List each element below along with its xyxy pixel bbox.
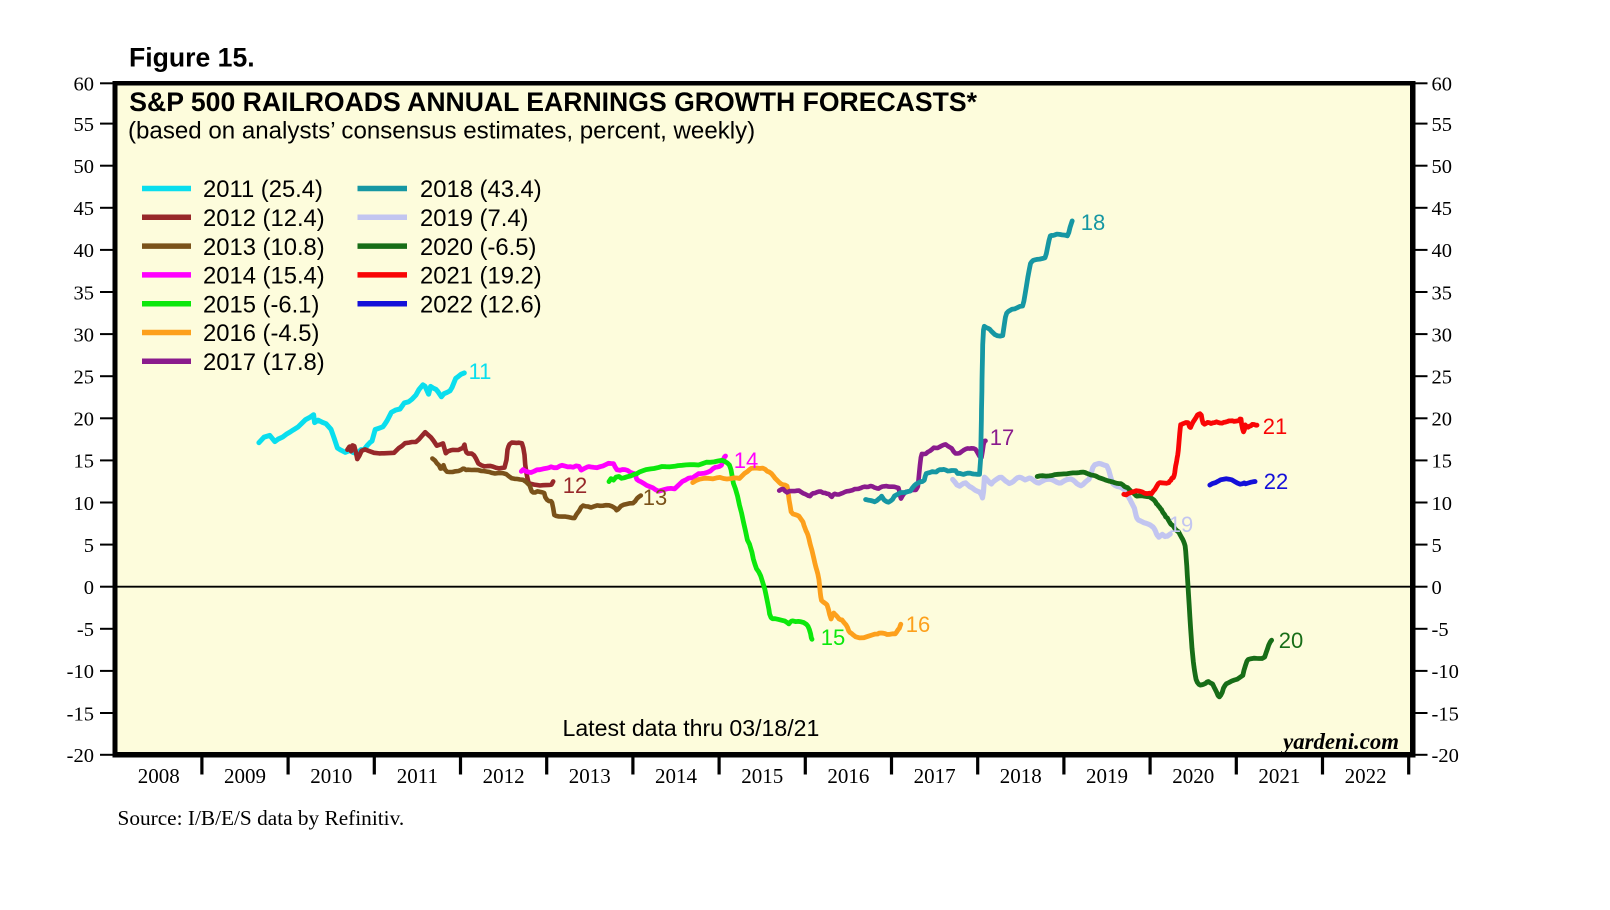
svg-text:-10: -10 — [1432, 661, 1459, 683]
svg-text:2016: 2016 — [827, 764, 869, 788]
svg-text:17: 17 — [990, 425, 1014, 450]
svg-text:Latest data thru 03/18/21: Latest data thru 03/18/21 — [563, 715, 820, 741]
svg-text:60: 60 — [1432, 74, 1453, 96]
svg-text:45: 45 — [74, 198, 95, 220]
svg-text:2016 (-4.5): 2016 (-4.5) — [203, 320, 319, 347]
svg-text:45: 45 — [1432, 198, 1453, 220]
svg-text:40: 40 — [1432, 240, 1453, 262]
svg-text:5: 5 — [84, 535, 94, 557]
svg-text:2012: 2012 — [483, 764, 525, 788]
svg-text:2014: 2014 — [655, 764, 698, 788]
svg-text:5: 5 — [1432, 535, 1442, 557]
svg-text:22: 22 — [1264, 469, 1288, 494]
svg-text:yardeni.com: yardeni.com — [1280, 729, 1399, 754]
svg-text:15: 15 — [1432, 451, 1453, 473]
svg-text:25: 25 — [74, 367, 95, 389]
svg-text:2018 (43.4): 2018 (43.4) — [420, 176, 542, 203]
svg-text:40: 40 — [74, 240, 95, 262]
svg-text:35: 35 — [1432, 282, 1453, 304]
svg-text:2019: 2019 — [1086, 764, 1128, 788]
svg-text:Figure 15.: Figure 15. — [129, 43, 255, 73]
svg-text:2014 (15.4): 2014 (15.4) — [203, 263, 325, 290]
svg-text:35: 35 — [74, 282, 95, 304]
svg-text:2015 (-6.1): 2015 (-6.1) — [203, 291, 319, 318]
svg-text:21: 21 — [1263, 414, 1287, 439]
svg-text:-10: -10 — [67, 661, 94, 683]
svg-text:15: 15 — [74, 451, 95, 473]
svg-text:30: 30 — [1432, 324, 1453, 346]
svg-text:20: 20 — [1279, 628, 1303, 653]
svg-text:16: 16 — [906, 612, 930, 637]
svg-text:2017: 2017 — [914, 764, 956, 788]
svg-text:25: 25 — [1432, 367, 1453, 389]
svg-text:2021: 2021 — [1258, 764, 1300, 788]
svg-text:19: 19 — [1169, 512, 1193, 537]
svg-text:55: 55 — [74, 114, 95, 136]
svg-text:2010: 2010 — [310, 764, 352, 788]
svg-text:2020: 2020 — [1172, 764, 1214, 788]
svg-text:12: 12 — [563, 473, 587, 498]
svg-text:-5: -5 — [77, 619, 94, 641]
svg-text:0: 0 — [84, 577, 94, 599]
svg-text:10: 10 — [74, 493, 95, 515]
svg-text:2013 (10.8): 2013 (10.8) — [203, 234, 325, 261]
svg-text:55: 55 — [1432, 114, 1453, 136]
svg-text:2012 (12.4): 2012 (12.4) — [203, 205, 325, 232]
svg-text:-20: -20 — [67, 745, 94, 767]
svg-text:S&P 500 RAILROADS ANNUAL EARNI: S&P 500 RAILROADS ANNUAL EARNINGS GROWTH… — [129, 87, 977, 117]
svg-text:20: 20 — [1432, 409, 1453, 431]
svg-text:-15: -15 — [1432, 703, 1459, 725]
svg-text:50: 50 — [74, 156, 95, 178]
svg-text:18: 18 — [1081, 210, 1105, 235]
svg-text:2017 (17.8): 2017 (17.8) — [203, 349, 325, 376]
svg-text:Source: I/B/E/S data by Refini: Source: I/B/E/S data by Refinitiv. — [118, 806, 405, 830]
svg-text:2021 (19.2): 2021 (19.2) — [420, 263, 542, 290]
svg-text:20: 20 — [74, 409, 95, 431]
svg-text:2013: 2013 — [569, 764, 611, 788]
svg-text:-15: -15 — [67, 703, 94, 725]
svg-text:(based on analysts’ consensus: (based on analysts’ consensus estimates,… — [128, 118, 755, 145]
svg-text:2011: 2011 — [397, 764, 438, 788]
svg-text:13: 13 — [643, 485, 667, 510]
svg-text:2018: 2018 — [1000, 764, 1042, 788]
svg-text:60: 60 — [74, 74, 95, 96]
svg-text:2008: 2008 — [138, 764, 180, 788]
svg-text:14: 14 — [734, 448, 758, 473]
svg-text:-20: -20 — [1432, 745, 1459, 767]
svg-text:2022 (12.6): 2022 (12.6) — [420, 291, 542, 318]
svg-text:2009: 2009 — [224, 764, 266, 788]
svg-text:2019 (7.4): 2019 (7.4) — [420, 205, 528, 232]
svg-text:0: 0 — [1432, 577, 1442, 599]
svg-text:11: 11 — [469, 359, 492, 384]
svg-text:2022: 2022 — [1345, 764, 1387, 788]
svg-text:10: 10 — [1432, 493, 1453, 515]
svg-text:15: 15 — [821, 625, 845, 650]
svg-text:30: 30 — [74, 324, 95, 346]
svg-text:-5: -5 — [1432, 619, 1449, 641]
svg-text:50: 50 — [1432, 156, 1453, 178]
svg-text:2011 (25.4): 2011 (25.4) — [203, 176, 323, 203]
svg-text:2020 (-6.5): 2020 (-6.5) — [420, 234, 536, 261]
svg-text:2015: 2015 — [741, 764, 783, 788]
